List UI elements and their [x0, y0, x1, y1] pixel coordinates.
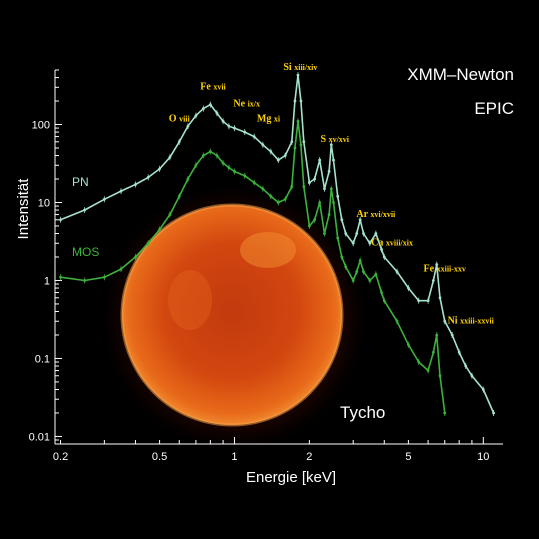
line-annotation: O viii [169, 113, 191, 124]
y-tick-label: 1 [44, 275, 50, 287]
y-tick-label: 0.1 [35, 353, 50, 365]
tycho-rim [120, 203, 344, 427]
series-label-pn: PN [72, 175, 89, 189]
series-line-pn [60, 74, 495, 414]
x-axis-label: Energie [keV] [246, 469, 336, 486]
x-tick-label: 0.2 [53, 451, 68, 463]
series-label-mos: MOS [72, 245, 99, 259]
line-annotation: Fe xvii [200, 82, 226, 93]
tycho-hotspot [240, 232, 296, 268]
y-tick-label: 10 [38, 197, 50, 209]
tycho-image [96, 180, 372, 456]
line-annotation: S xv/xvi [321, 134, 350, 145]
chart-area: 0.2 0.5 1 2 5 10 0.01 0.1 1 10 100 PN MOS O viii Fe xv… [29, 62, 503, 463]
chart-title-line-1: XMM–Newton [407, 65, 514, 84]
x-tick-label: 10 [477, 451, 489, 463]
line-annotation: Ca xviii/xix [371, 238, 413, 249]
y-tick-label: 0.01 [29, 431, 50, 443]
x-tick-label: 2 [306, 451, 312, 463]
y-axis-label: Intensität [15, 178, 32, 240]
tycho-hotspot [168, 270, 212, 330]
inset-label: Tycho [340, 403, 385, 422]
y-tick-label: 100 [32, 120, 50, 132]
line-annotation: Si xiii/xiv [283, 62, 317, 73]
chart-title-line-2: EPIC [474, 99, 514, 118]
x-tick-label: 0.5 [152, 451, 167, 463]
line-annotation: Mg xi [257, 113, 281, 124]
x-tick-label: 5 [405, 451, 411, 463]
line-annotation: Ne ix/x [233, 99, 260, 110]
x-tick-label: 1 [231, 451, 237, 463]
line-annotation: Fe xxiii-xxv [424, 264, 466, 275]
line-annotation: Ni xxiii-xxvii [448, 316, 495, 327]
line-annotation: Ar xvi/xvii [356, 209, 396, 220]
series-line-mos [60, 120, 446, 414]
